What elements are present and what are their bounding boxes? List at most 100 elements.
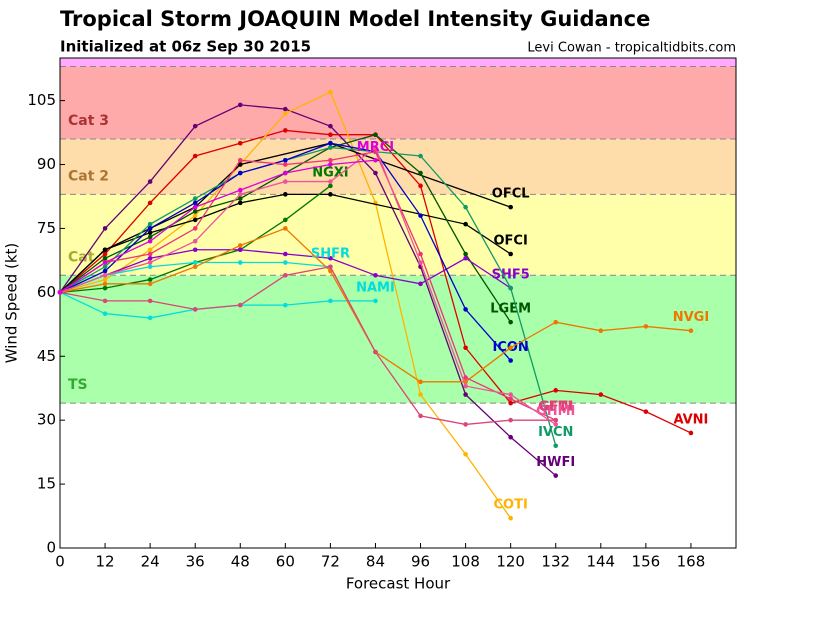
model-point: [328, 264, 333, 270]
model-point: [192, 204, 198, 210]
intensity-band: [60, 66, 736, 139]
model-point: [237, 247, 243, 253]
model-point: [147, 264, 153, 270]
model-point: [508, 204, 513, 210]
model-point: [102, 264, 108, 270]
model-point: [192, 123, 198, 129]
chart-subtitle: Initialized at 06z Sep 30 2015: [60, 38, 311, 56]
model-label: NGXI: [312, 165, 348, 180]
model-point: [418, 413, 423, 419]
model-point: [283, 251, 288, 257]
model-point: [598, 328, 604, 333]
model-point: [553, 388, 559, 393]
model-line: [59, 104, 557, 477]
model-point: [192, 196, 198, 201]
model-point: [237, 192, 243, 197]
y-axis-label: Wind Speed (kt): [3, 243, 21, 364]
model-point: [237, 243, 243, 248]
model-point: [192, 260, 198, 265]
model-point: [418, 170, 423, 176]
model-point: [598, 392, 604, 397]
x-tick-label: 84: [366, 553, 385, 571]
model-point: [508, 251, 513, 257]
model-point: [283, 162, 288, 167]
x-tick-label: 72: [321, 553, 340, 571]
band-label: Cat 1: [68, 249, 109, 265]
model-point: [643, 409, 649, 414]
model-point: [463, 307, 468, 312]
model-point: [147, 221, 153, 227]
model-point: [643, 324, 649, 329]
model-label: NAMI: [356, 280, 395, 295]
model-point: [192, 209, 198, 214]
model-point: [283, 157, 288, 163]
model-point: [463, 392, 468, 397]
model-point: [328, 140, 333, 146]
model-point: [553, 319, 559, 325]
model-label: GFDI: [538, 400, 573, 415]
model-label: MRCI: [357, 140, 394, 155]
model-label: SHFR: [311, 246, 350, 261]
model-point: [102, 298, 108, 304]
chart-title: Tropical Storm JOAQUIN Model Intensity G…: [60, 7, 650, 31]
model-point: [102, 247, 108, 253]
model-point: [328, 192, 333, 197]
model-label: COTI: [494, 498, 528, 513]
model-point: [237, 200, 243, 206]
model-point: [237, 102, 243, 108]
y-tick-label: 0: [46, 539, 56, 557]
band-label: Cat 3: [68, 113, 109, 129]
model-line: [59, 146, 557, 446]
model-point: [147, 277, 153, 282]
model-label: NVGI: [673, 310, 709, 325]
model-point: [283, 106, 288, 112]
model-point: [418, 281, 423, 287]
model-point: [57, 290, 63, 295]
model-point: [192, 200, 198, 206]
model-point: [418, 251, 423, 257]
model-point: [192, 153, 198, 159]
x-tick-label: 144: [586, 553, 615, 571]
model-point: [283, 273, 288, 278]
model-point: [508, 319, 513, 325]
model-label: IVCN: [538, 425, 573, 440]
model-point: [373, 157, 378, 163]
credit: Levi Cowan - tropicaltidbits.com: [527, 41, 736, 56]
model-point: [147, 315, 153, 321]
model-point: [508, 392, 513, 397]
model-point: [147, 298, 153, 304]
model-point: [237, 196, 243, 201]
model-point: [418, 213, 423, 218]
model-label: HWFI: [536, 455, 575, 470]
model-point: [237, 140, 243, 146]
plot-frame: [59, 57, 737, 549]
model-point: [147, 230, 153, 235]
model-point: [283, 111, 288, 116]
model-point: [102, 260, 108, 265]
model-point: [418, 392, 423, 397]
x-tick-label: 108: [451, 553, 480, 571]
model-point: [102, 273, 108, 278]
model-point: [237, 260, 243, 265]
model-label: SHF5: [492, 268, 530, 283]
model-point: [147, 260, 153, 265]
model-point: [102, 251, 108, 257]
model-point: [102, 268, 108, 274]
model-point: [237, 187, 243, 193]
model-point: [237, 302, 243, 308]
model-point: [508, 417, 513, 423]
model-point: [102, 226, 108, 231]
model-point: [283, 260, 288, 265]
model-point: [463, 451, 468, 457]
model-point: [283, 302, 288, 308]
model-point: [508, 434, 513, 440]
model-point: [192, 264, 198, 270]
model-point: [328, 145, 333, 150]
x-tick-label: 12: [96, 553, 115, 571]
model-point: [553, 417, 559, 423]
model-point: [688, 430, 694, 436]
model-point: [283, 179, 288, 184]
x-tick-label: 132: [541, 553, 570, 571]
model-point: [192, 213, 198, 218]
model-point: [192, 307, 198, 312]
